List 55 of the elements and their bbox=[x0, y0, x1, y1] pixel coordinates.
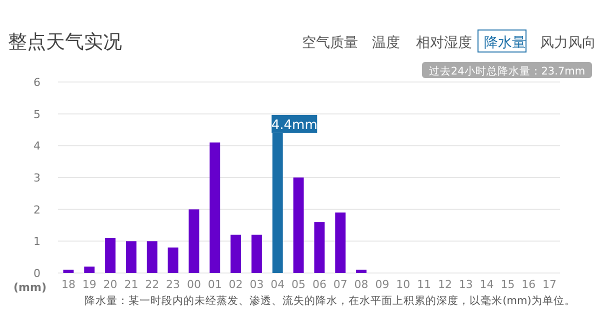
bar bbox=[314, 222, 325, 273]
bar bbox=[251, 234, 262, 273]
x-tick-label: 05 bbox=[292, 278, 306, 291]
y-tick-label: 4 bbox=[34, 140, 40, 153]
x-tick-label: 04 bbox=[270, 278, 285, 291]
x-tick-label: 09 bbox=[375, 278, 390, 291]
y-tick-label: 2 bbox=[34, 203, 40, 216]
bar bbox=[168, 248, 178, 273]
x-tick-label: 06 bbox=[312, 278, 326, 291]
y-tick-label: 3 bbox=[34, 172, 40, 184]
x-tick-label: 13 bbox=[458, 278, 473, 291]
bar bbox=[188, 209, 200, 273]
y-tick-label: 1 bbox=[34, 235, 40, 248]
y-tick-label: 6 bbox=[34, 76, 40, 89]
x-tick-label: 23 bbox=[166, 278, 180, 291]
x-tick-label: 10 bbox=[396, 278, 410, 291]
x-tick-label: 08 bbox=[354, 278, 368, 291]
bar bbox=[146, 241, 158, 273]
y-tick-label: 0 bbox=[34, 267, 40, 280]
bar bbox=[126, 241, 136, 273]
x-tick-label: 07 bbox=[333, 278, 348, 291]
x-tick-label: 00 bbox=[186, 278, 201, 291]
bar bbox=[210, 142, 220, 273]
x-tick-label: 21 bbox=[124, 278, 138, 291]
data-label: 4.4mm bbox=[271, 118, 318, 133]
x-tick-label: 02 bbox=[228, 278, 243, 291]
x-tick-label: 22 bbox=[145, 278, 160, 291]
bar bbox=[356, 270, 367, 273]
x-tick-label: 11 bbox=[417, 278, 432, 291]
bar bbox=[63, 270, 74, 273]
text: 风力风向 bbox=[540, 35, 596, 51]
x-tick-label: 19 bbox=[82, 278, 96, 291]
bar bbox=[84, 266, 95, 273]
y-axis-title: (mm) bbox=[14, 281, 46, 294]
bar bbox=[230, 234, 242, 273]
text: 相对湿度 bbox=[416, 35, 472, 51]
x-tick-label: 16 bbox=[522, 278, 536, 291]
bar bbox=[335, 212, 346, 273]
text: 降水量：某一时段内的未经蒸发、渗透、流失的降水，在水平面上积累的深度，以毫米(mm)为单位。 bbox=[84, 294, 576, 307]
x-tick-label: 01 bbox=[208, 278, 222, 291]
x-tick-label: 14 bbox=[480, 278, 494, 291]
x-tick-label: 18 bbox=[61, 278, 76, 291]
text: 降水量 bbox=[484, 35, 526, 51]
bar bbox=[293, 178, 304, 273]
chart-title: 整点天气实况 bbox=[8, 31, 122, 53]
x-tick-label: 12 bbox=[438, 278, 452, 291]
x-tick-label: 20 bbox=[103, 278, 118, 291]
text: 空气质量 bbox=[302, 35, 358, 51]
x-tick-label: 15 bbox=[500, 278, 515, 291]
text: 温度 bbox=[372, 35, 400, 51]
x-tick-label: 03 bbox=[250, 278, 264, 291]
bar bbox=[105, 238, 116, 273]
text: 过去24小时总降水量：23.7mm bbox=[428, 64, 586, 78]
y-tick-label: 5 bbox=[34, 108, 40, 121]
x-tick-label: 17 bbox=[542, 278, 557, 291]
